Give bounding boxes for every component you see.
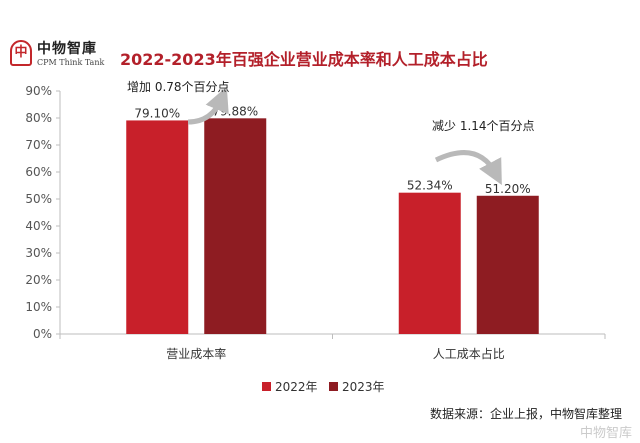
y-tick-label: 50%	[25, 192, 52, 206]
y-tick-label: 20%	[25, 273, 52, 287]
bar-2-2	[476, 195, 539, 334]
bar-1-2	[398, 192, 461, 334]
y-tick-label: 10%	[25, 300, 52, 314]
legend-swatch-1	[262, 382, 271, 391]
y-tick-label: 30%	[25, 246, 52, 260]
x-category-label: 人工成本占比	[433, 346, 505, 361]
legend-swatch-2	[329, 382, 338, 391]
logo-name-cn: 中物智庫	[37, 41, 97, 57]
data-label: 52.34%	[407, 179, 453, 193]
data-source: 数据来源：企业上报，中物智库整理	[429, 407, 622, 421]
logo-name-en: CPM Think Tank	[37, 58, 105, 67]
legend-label: 2022年	[275, 380, 318, 394]
increase-arrow	[187, 86, 229, 125]
annotation-decrease: 减少 1.14个百分点	[432, 119, 535, 133]
data-label: 79.10%	[134, 106, 180, 120]
y-tick-label: 40%	[25, 219, 52, 233]
y-tick-label: 70%	[25, 138, 52, 152]
y-tick-label: 80%	[25, 111, 52, 125]
y-tick-label: 60%	[25, 165, 52, 179]
y-tick-label: 90%	[25, 84, 52, 98]
x-category-label: 营业成本率	[166, 346, 226, 361]
annotation-increase: 增加 0.78个百分点	[127, 80, 230, 94]
logo-emblem: 中	[10, 40, 32, 66]
bar-1-1	[126, 120, 189, 335]
logo: 中 中物智庫 CPM Think Tank	[10, 38, 105, 72]
bar-2-1	[204, 118, 267, 334]
data-label: 51.20%	[485, 182, 531, 196]
legend-label: 2023年	[342, 380, 385, 394]
watermark: 中物智库	[579, 426, 632, 441]
decrease-arrow	[434, 150, 502, 186]
chart-title: 2022-2023年百强企业营业成本率和人工成本占比	[120, 50, 488, 69]
y-tick-label: 0%	[33, 327, 52, 341]
